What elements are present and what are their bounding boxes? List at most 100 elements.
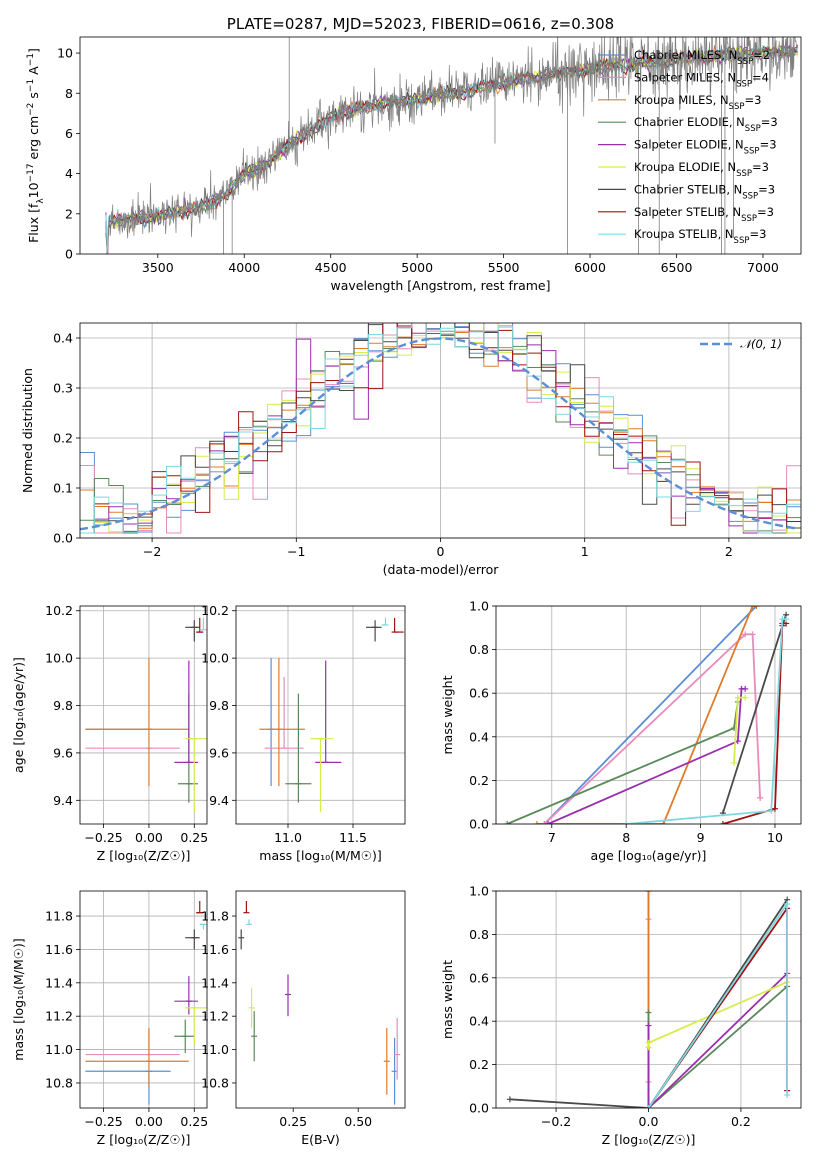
- massweight-marker-kroupa_stelib: [645, 1105, 652, 1108]
- residual-hist-chabrier_stelib: [80, 323, 801, 534]
- spectrum-ylabel-part: −1: [26, 53, 36, 66]
- spectrum-ylabel-part: erg cm: [26, 116, 41, 164]
- massweight-marker-kroupa_miles: [645, 891, 652, 894]
- massweight-marker-kroupa_stelib: [784, 901, 791, 908]
- ebv_mass-frame: [235, 890, 406, 1109]
- massweight-line-chabrier_miles: [543, 606, 758, 824]
- massweight-line-salpeter_elodie: [547, 687, 746, 824]
- spectrum-ytick-label: 0: [65, 247, 73, 262]
- spectrum-xtick-label: 4500: [315, 260, 347, 275]
- legend-label-salpeter_stelib: Salpeter STELIB, NSSP=3: [634, 205, 774, 224]
- legend-name: Chabrier MILES, N: [634, 48, 737, 62]
- ebv_mass-ytick-label: 11.0: [201, 1042, 229, 1057]
- z_massweight-xtick-label: 0.2: [731, 1114, 751, 1129]
- massweight-line-kroupa_elodie: [647, 981, 788, 1048]
- legend-name: Kroupa STELIB, N: [634, 227, 734, 241]
- legend-sub: SSP: [742, 191, 758, 201]
- massweight-marker-kroupa_miles: [753, 606, 760, 609]
- spectrum-ytick-label: 8: [65, 86, 73, 101]
- z_massweight-ytick-label: 0.2: [469, 1057, 489, 1072]
- ebv_mass-ytick-label: 11.8: [201, 909, 229, 924]
- z_mass-ylabel: mass [log₁₀(M/M☉)]: [11, 938, 26, 1060]
- ebv_mass-ytick-label: 11.4: [201, 975, 229, 990]
- residuals-frame: [79, 322, 802, 539]
- z_age-ylabel: age [log₁₀(age/yr)]: [11, 657, 26, 773]
- massweight-marker-salpeter_elodie: [742, 685, 749, 692]
- z_mass-xlabel: Z [log₁₀(Z/Z☉)]: [97, 1132, 191, 1147]
- legend-tail: =3: [760, 138, 777, 152]
- legend-name: Salpeter ELODIE, N: [634, 138, 744, 152]
- mass_age-xtick-label: 11.5: [339, 830, 367, 845]
- ebv_mass-xtick-label: 0.50: [344, 1114, 372, 1129]
- massweight-marker-salpeter_stelib: [771, 805, 778, 812]
- massweight-marker-kroupa_stelib: [768, 807, 775, 814]
- legend-tail: =3: [757, 205, 774, 219]
- mass_age-ytick-label: 9.8: [209, 698, 229, 713]
- ebv_mass-plot-area: [238, 901, 401, 1105]
- z_massweight-xtick-label: −0.2: [541, 1114, 571, 1129]
- spectrum-ytick-label: 10: [57, 46, 73, 61]
- residuals-ylabel: Normed distribution: [20, 368, 35, 493]
- ebv_mass-ytick-label: 11.6: [201, 942, 229, 957]
- massweight-line-chabrier_stelib: [509, 899, 788, 1108]
- legend-tail: =3: [758, 182, 775, 196]
- z_mass-ytick-label: 11.8: [45, 909, 73, 924]
- massweight-line-salpeter_elodie: [647, 972, 788, 1108]
- massweight-marker-chabrier_stelib: [506, 1096, 513, 1103]
- z_age-ytick-label: 9.8: [53, 698, 73, 713]
- z_massweight-plot-area: [506, 891, 791, 1108]
- massweight-line-chabrier_elodie: [506, 701, 739, 824]
- residuals-xtick-label: 1: [581, 544, 589, 559]
- legend-name: Chabrier ELODIE, N: [634, 115, 745, 129]
- massweight-line-salpeter_miles: [543, 633, 761, 824]
- age_massweight-ytick-label: 0.4: [469, 729, 489, 744]
- massweight-marker-salpeter_elodie: [645, 1022, 652, 1029]
- massweight-marker-salpeter_miles: [742, 631, 749, 638]
- residuals-ytick-label: 0.2: [53, 431, 73, 446]
- spectrum-ylabel-part: −17: [26, 163, 36, 182]
- z_age-ytick-label: 9.6: [53, 745, 73, 760]
- z_mass-xtick-label: 0.00: [135, 1114, 163, 1129]
- legend-name: Kroupa ELODIE, N: [634, 160, 736, 174]
- spectrum-ylabel-part: −1: [26, 79, 36, 92]
- age_massweight-xtick-label: 9: [697, 830, 705, 845]
- z_age-xtick-label: 0.00: [135, 830, 163, 845]
- residual-hist-kroupa_miles: [80, 323, 801, 534]
- spectrum-ylabel-part: −2: [26, 103, 36, 116]
- legend-sub: SSP: [736, 169, 752, 179]
- data-spectrum: [105, 37, 798, 254]
- massweight-marker-kroupa_elodie: [734, 694, 741, 701]
- age_massweight-ytick-label: 0.6: [469, 686, 489, 701]
- massweight-marker-chabrier_elodie: [504, 821, 511, 824]
- spectrum-plot-area: [105, 37, 798, 254]
- legend-name: Chabrier STELIB, N: [634, 182, 742, 196]
- legend-label-chabrier_stelib: Chabrier STELIB, NSSP=3: [634, 182, 775, 201]
- spectrum-xtick-label: 7000: [747, 260, 779, 275]
- legend-label-kroupa_miles: Kroupa MILES, NSSP=3: [634, 93, 761, 112]
- age_massweight-ylabel: mass weight: [440, 675, 455, 754]
- legend-sub: SSP: [729, 102, 745, 112]
- spectrum-ylabel: Flux [fλ10−17 erg cm−2 s−1 A−1]: [26, 48, 46, 243]
- massweight-marker-kroupa_elodie: [731, 759, 738, 766]
- z_age-xtick-label: 0.25: [180, 830, 208, 845]
- mass_age-ytick-label: 10.0: [201, 651, 229, 666]
- z_age-xlabel: Z [log₁₀(Z/Z☉)]: [97, 848, 191, 863]
- massweight-marker-kroupa_elodie: [742, 694, 749, 701]
- z_mass-ytick-label: 11.0: [45, 1042, 73, 1057]
- z_age-ytick-label: 10.0: [45, 651, 73, 666]
- massweight-marker-kroupa_stelib: [784, 1091, 791, 1098]
- gaussian-curve: [80, 337, 799, 531]
- spectrum-ylabel-part: s: [26, 92, 41, 103]
- spectrum-frame: [79, 36, 802, 255]
- legend-tail: =2: [753, 48, 770, 62]
- legend-label-kroupa_stelib: Kroupa STELIB, NSSP=3: [634, 227, 766, 246]
- legend-label-salpeter_elodie: Salpeter ELODIE, NSSP=3: [634, 138, 777, 157]
- spectrum-ytick-label: 6: [65, 126, 73, 141]
- spectrum-xlabel: wavelength [Angstrom, rest frame]: [330, 278, 550, 293]
- residuals-panel: −2 −1 0 1 2 0.0 0.1 0.2 0.3 0.4 (data-model)/error…: [20, 322, 802, 577]
- massweight-marker-kroupa_miles: [749, 606, 756, 609]
- massweight-marker-salpeter_stelib: [719, 821, 726, 824]
- legend-sub: SSP: [734, 236, 750, 246]
- z_massweight-ytick-label: 0.4: [469, 1014, 489, 1029]
- age_massweight-xlabel: age [log₁₀(age/yr)]: [591, 848, 707, 863]
